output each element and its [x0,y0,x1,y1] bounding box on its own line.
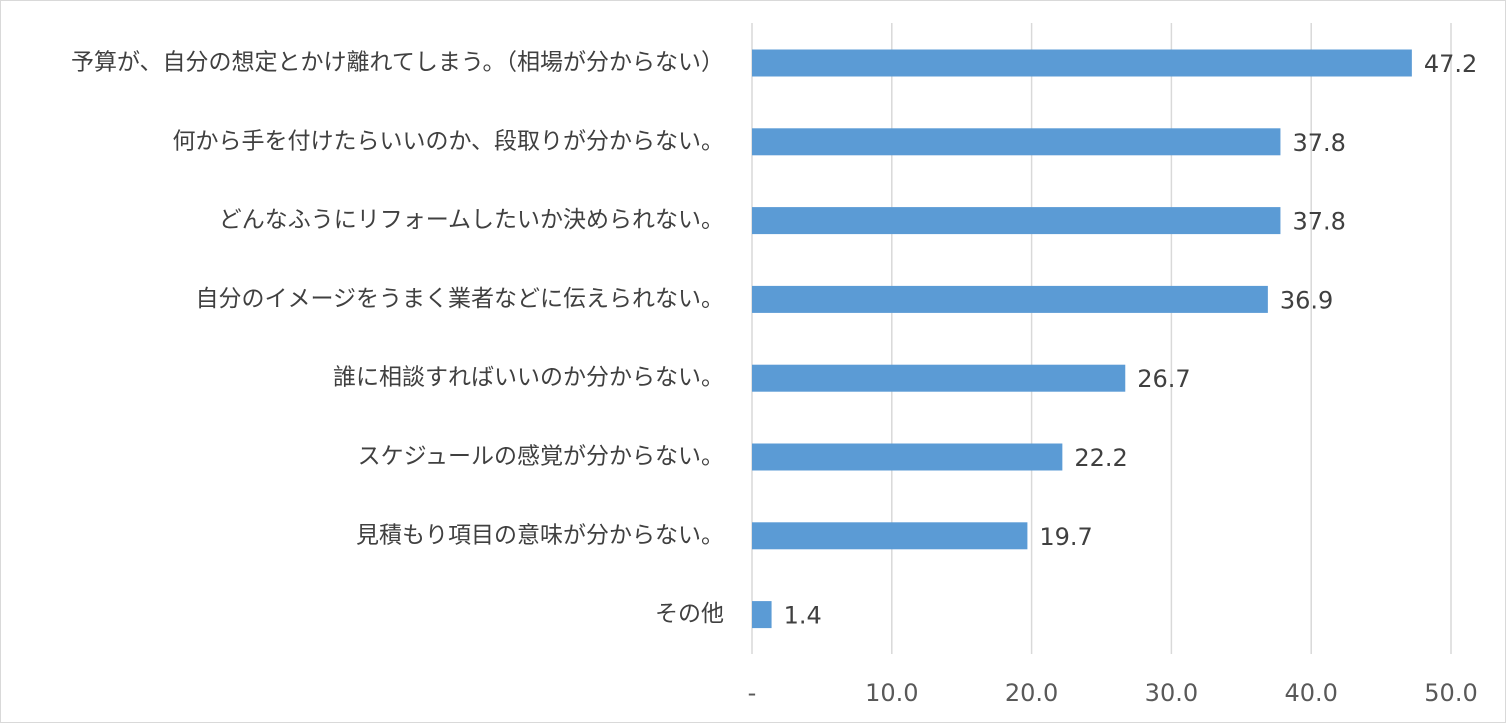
category-label-2: どんなふうにリフォームしたいか決められない。 [219,207,724,233]
value-label-6: 19.7 [1039,523,1092,551]
category-label-3: 自分のイメージをうまく業者などに伝えられない。 [195,286,724,312]
category-label-5: スケジュールの感覚が分からない。 [358,444,724,470]
x-tick-label-2: 20.0 [1005,679,1058,707]
x-tick-label-4: 40.0 [1284,679,1337,707]
value-label-2: 37.8 [1292,208,1345,236]
x-tick-label-3: 30.0 [1145,679,1198,707]
category-label-6: 見積もり項目の意味が分からない。 [356,522,724,548]
category-label-7: その他 [655,601,724,627]
bar-3 [752,285,1268,313]
bar-5 [752,443,1063,471]
bar-2 [752,207,1281,235]
bar-1 [752,128,1281,156]
category-label-0: 予算が、自分の想定とかけ離れてしまう。（相場が分からない） [71,50,724,76]
value-label-4: 26.7 [1137,365,1190,393]
x-tick-label-1: 10.0 [865,679,918,707]
value-label-5: 22.2 [1074,444,1127,472]
bar-6 [752,522,1028,550]
value-label-0: 47.2 [1424,50,1477,78]
value-label-7: 1.4 [784,602,822,630]
bar-0 [752,49,1412,77]
x-tick-label-0: - [748,679,757,707]
category-label-4: 誰に相談すればいいのか分からない。 [333,365,724,391]
x-tick-label-5: 50.0 [1424,679,1477,707]
category-label-1: 何から手を付けたらいいのか、段取りが分からない。 [172,128,724,154]
bar-4 [752,364,1126,392]
bar-7 [752,601,772,629]
value-label-3: 36.9 [1280,286,1333,314]
value-label-1: 37.8 [1292,129,1345,157]
